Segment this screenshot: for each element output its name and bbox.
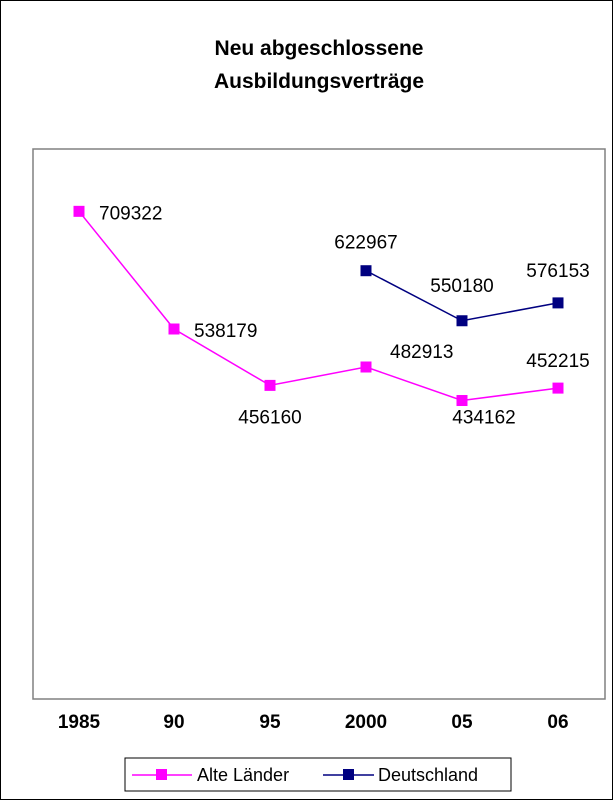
data-point-deutschland[interactable] [552,297,564,309]
data-point-alte-laender[interactable] [456,395,468,407]
legend-item-alte-laender[interactable]: Alte Länder [132,765,289,785]
data-point-alte-laender[interactable] [552,382,564,394]
data-point-deutschland[interactable] [360,265,372,277]
legend-label-deutschland: Deutschland [378,765,478,785]
data-label-alte-laender: 482913 [390,342,453,363]
legend-marker-alte-laender [156,769,167,780]
data-point-alte-laender[interactable] [168,323,180,335]
x-tick-label: 2000 [345,712,387,733]
data-label-alte-laender: 452215 [526,351,589,372]
chart-title-line-2: Ausbildungsverträge [214,70,424,93]
series-line-alte-laender [78,210,559,402]
legend-marker-deutschland [343,769,354,780]
series-layer [73,205,564,407]
data-label-layer: 709322 538179 456160 482913 434162 452215 6229… [99,203,590,428]
data-label-deutschland: 622967 [334,233,397,254]
plot-area [32,148,606,700]
data-point-deutschland[interactable] [456,315,468,327]
x-tick-label: 06 [547,712,568,733]
x-tick-label: 05 [451,712,473,733]
data-label-alte-laender: 434162 [452,408,515,429]
x-tick-label: 1985 [58,712,101,733]
x-tick-label: 95 [259,712,281,733]
legend-item-deutschland[interactable]: Deutschland [323,765,478,785]
data-label-deutschland: 550180 [430,276,493,297]
legend[interactable]: Alte Länder Deutschland [124,757,512,792]
data-label-deutschland: 576153 [526,261,589,282]
legend-label-alte-laender: Alte Länder [197,765,289,785]
x-axis-ticks: 1985 90 95 2000 05 06 [58,712,569,733]
x-tick-label: 90 [163,712,184,733]
data-label-alte-laender: 456160 [238,407,301,428]
data-point-alte-laender[interactable] [264,379,276,391]
data-label-alte-laender: 709322 [99,203,162,224]
data-point-alte-laender[interactable] [360,361,372,373]
chart-title-line-1: Neu abgeschlossene [215,37,424,60]
data-point-alte-laender[interactable] [73,205,85,217]
data-label-alte-laender: 538179 [194,321,257,342]
